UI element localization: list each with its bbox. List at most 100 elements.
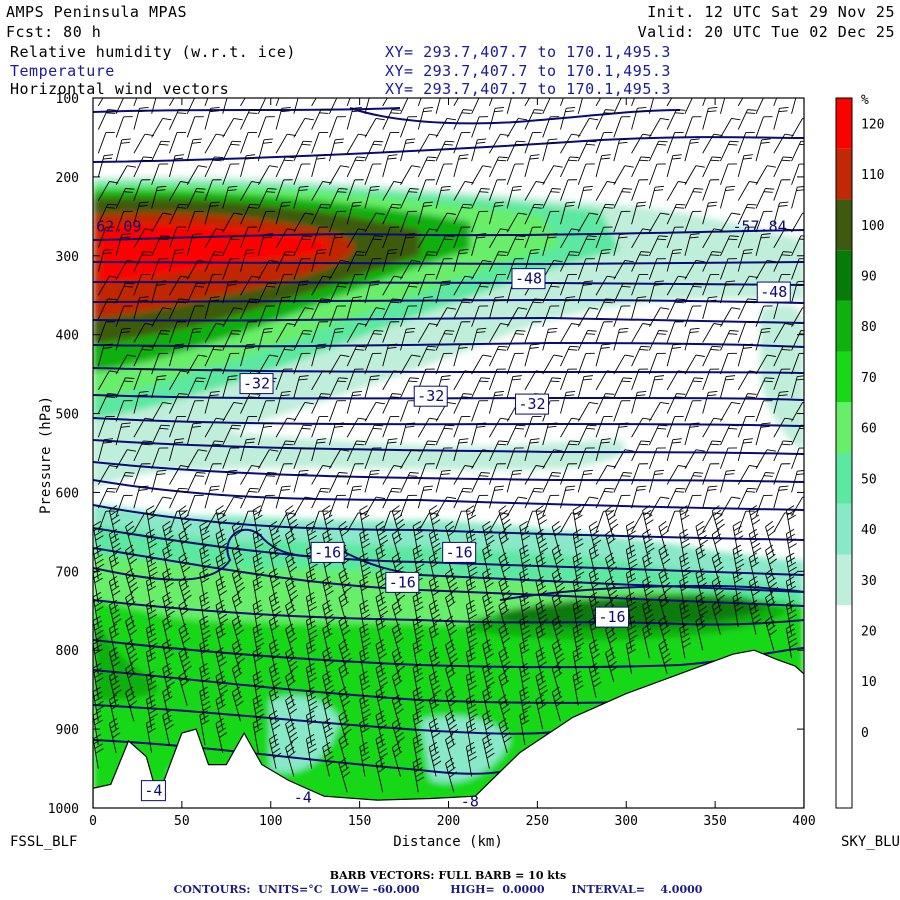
barb-flag xyxy=(374,140,384,143)
barb-flag xyxy=(477,138,487,141)
wind-barb xyxy=(453,393,473,414)
barb-flag xyxy=(228,280,238,283)
barb-flag xyxy=(164,624,173,631)
barb-flag xyxy=(287,680,296,687)
barb-flag xyxy=(285,440,295,443)
wind-barb xyxy=(488,228,510,249)
wind-barb xyxy=(257,472,277,493)
wind-barb xyxy=(257,282,277,304)
barb-flag xyxy=(215,647,224,653)
barb-staff xyxy=(435,212,448,233)
barb-flag xyxy=(196,188,206,190)
barb-flag xyxy=(323,722,332,729)
barb-flag xyxy=(156,473,166,476)
barb-flag xyxy=(360,746,369,753)
barb-staff xyxy=(400,423,407,446)
barb-flag xyxy=(179,651,188,658)
barb-flag xyxy=(289,590,298,597)
barb-flag xyxy=(201,577,210,584)
barb-flag xyxy=(468,637,477,644)
barb-flag xyxy=(216,533,225,540)
barb-flag xyxy=(269,165,279,168)
barb-flag xyxy=(316,347,326,349)
barb-flag xyxy=(461,112,471,114)
barb-flag xyxy=(322,505,331,511)
barb-flag xyxy=(157,185,167,188)
barb-flag xyxy=(156,378,166,381)
barb-staff xyxy=(328,377,340,398)
barb-staff xyxy=(257,282,269,304)
barb-staff xyxy=(311,204,322,225)
barb-staff xyxy=(364,471,372,493)
wind-barb xyxy=(151,496,172,517)
barb-flag xyxy=(141,254,151,256)
wind-barb xyxy=(435,307,457,328)
barb-flag xyxy=(181,656,190,663)
barb-flag xyxy=(449,653,458,660)
barb-flag xyxy=(245,157,255,160)
wind-barb xyxy=(375,733,389,769)
barb-flag xyxy=(287,609,296,616)
barb-flag xyxy=(323,604,332,611)
barb-flag xyxy=(388,248,398,251)
wind-barb xyxy=(97,154,114,178)
wind-barb xyxy=(488,133,510,154)
contour-label-text: -48 xyxy=(760,283,787,301)
barb-flag xyxy=(378,747,387,754)
barb-flag xyxy=(174,347,184,349)
barb-staff xyxy=(222,471,229,493)
barb-staff xyxy=(108,699,117,730)
barb-flag xyxy=(304,117,314,121)
barb-flag xyxy=(406,138,416,141)
wind-barb xyxy=(471,422,487,446)
barb-staff xyxy=(115,188,126,209)
barb-flag xyxy=(285,505,294,512)
barb-flag xyxy=(218,661,227,667)
barb-flag xyxy=(423,489,433,491)
colorbar-swatch xyxy=(836,148,852,200)
barb-flag xyxy=(125,686,134,693)
barb-flag xyxy=(285,694,294,701)
barb-flag xyxy=(138,489,148,491)
wind-barb xyxy=(465,647,477,682)
barb-flag xyxy=(283,349,293,351)
wind-barb xyxy=(222,185,238,209)
wind-barb xyxy=(268,733,282,769)
barb-staff xyxy=(222,353,231,375)
wind-barb xyxy=(359,528,371,564)
barb-staff xyxy=(215,605,224,635)
barb-flag xyxy=(228,92,237,93)
wind-barb xyxy=(453,203,473,225)
barb-flag xyxy=(112,613,121,620)
wind-barb xyxy=(204,417,225,438)
barb-staff xyxy=(311,344,318,367)
barb-staff xyxy=(162,715,170,745)
barb-flag xyxy=(323,746,332,753)
barb-flag xyxy=(307,525,316,532)
barb-staff xyxy=(293,187,300,209)
barb-flag xyxy=(497,159,507,162)
barb-flag xyxy=(361,727,370,734)
barb-staff xyxy=(293,471,300,493)
barb-flag xyxy=(430,533,439,540)
barb-flag xyxy=(307,644,316,650)
barb-staff xyxy=(204,133,217,154)
barb-flag xyxy=(196,282,206,285)
wind-barb xyxy=(417,251,437,272)
contour-label: -4 xyxy=(140,780,166,802)
barb-flag xyxy=(326,689,335,696)
barb-staff xyxy=(199,644,206,674)
barb-flag xyxy=(360,675,369,682)
barb-flag xyxy=(148,637,157,644)
barb-flag xyxy=(200,715,209,721)
barb-flag xyxy=(415,748,424,754)
barb-staff xyxy=(268,644,277,674)
barb-flag xyxy=(352,106,362,109)
wind-barb xyxy=(115,165,137,186)
barb-staff xyxy=(108,652,117,682)
barb-flag xyxy=(429,133,439,137)
barb-flag xyxy=(148,685,157,691)
barb-flag xyxy=(235,629,244,636)
barb-flag xyxy=(375,733,384,740)
wind-barb xyxy=(305,615,318,651)
